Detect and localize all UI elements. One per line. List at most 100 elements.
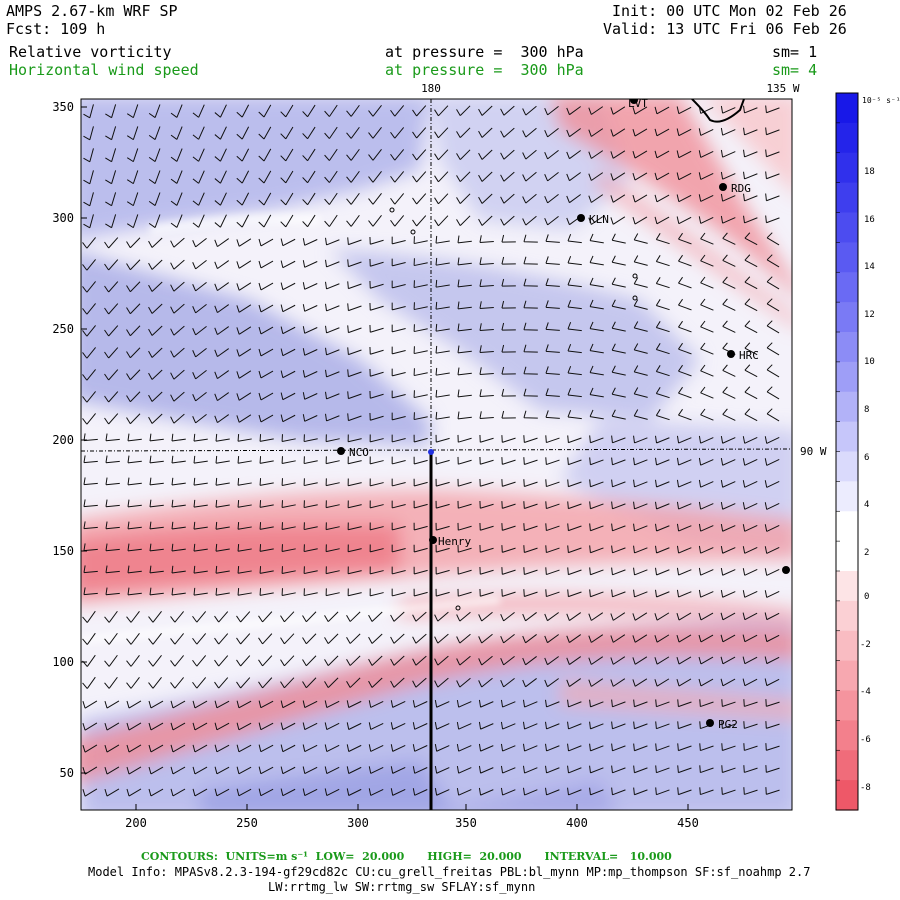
wind-barb bbox=[478, 677, 493, 688]
wind-barb bbox=[655, 699, 670, 708]
wind-barb bbox=[170, 192, 183, 206]
wind-barb bbox=[434, 788, 450, 796]
wind-barb bbox=[214, 744, 230, 753]
wind-barb bbox=[500, 721, 516, 730]
wind-barb bbox=[83, 126, 94, 141]
wind-barb bbox=[523, 457, 538, 465]
wind-barb bbox=[236, 126, 250, 140]
wind-barb bbox=[654, 106, 670, 115]
wind-barb bbox=[478, 215, 493, 226]
wind-barb bbox=[698, 589, 714, 598]
wind-barb bbox=[655, 255, 670, 267]
wind-barb bbox=[104, 676, 118, 689]
wind-barb bbox=[457, 411, 472, 420]
colorbar-label: 16 bbox=[864, 215, 875, 225]
wind-barb bbox=[500, 171, 515, 182]
wind-barb bbox=[457, 522, 472, 531]
wind-barb bbox=[192, 214, 205, 228]
wind-barb bbox=[655, 365, 670, 377]
x-tick-label: 300 bbox=[347, 816, 369, 830]
wind-barb bbox=[82, 369, 96, 381]
wind-barb bbox=[259, 434, 274, 442]
wind-barb bbox=[456, 611, 471, 622]
wind-barb bbox=[214, 214, 227, 228]
wind-barb bbox=[589, 409, 604, 420]
wind-barb bbox=[346, 611, 361, 622]
wind-barb bbox=[126, 192, 139, 207]
wind-barb bbox=[544, 149, 559, 160]
wind-barb bbox=[501, 501, 516, 509]
wind-barb bbox=[259, 544, 274, 552]
wind-barb bbox=[742, 436, 758, 444]
colorbar-band bbox=[836, 361, 858, 393]
wind-barb bbox=[744, 254, 758, 268]
wind-barb bbox=[369, 236, 384, 245]
wind-barb bbox=[699, 699, 714, 708]
wind-barb bbox=[126, 148, 139, 163]
wind-barb bbox=[127, 565, 142, 574]
wind-barb bbox=[237, 521, 252, 530]
wind-barb bbox=[236, 104, 250, 118]
wind-barb bbox=[567, 501, 582, 510]
wind-barb bbox=[347, 478, 362, 487]
wind-barb bbox=[105, 477, 120, 486]
wind-barb bbox=[676, 612, 692, 621]
wind-barb bbox=[412, 700, 428, 708]
wind-barb bbox=[567, 435, 582, 444]
wind-barb bbox=[126, 633, 140, 645]
wind-barb bbox=[259, 522, 274, 530]
wind-barb bbox=[720, 567, 736, 576]
wind-barb bbox=[413, 302, 428, 311]
wind-barb bbox=[346, 766, 362, 774]
wind-barb bbox=[610, 172, 626, 181]
wind-barb bbox=[413, 236, 428, 245]
wind-barb bbox=[236, 633, 251, 645]
wind-barb bbox=[611, 721, 626, 730]
wind-barb bbox=[214, 348, 230, 358]
wind-barb bbox=[766, 298, 780, 312]
wind-barb bbox=[633, 343, 648, 354]
wind-barb bbox=[500, 655, 515, 666]
wind-barb bbox=[434, 171, 449, 183]
wind-barb bbox=[678, 276, 692, 289]
wind-barb bbox=[435, 257, 450, 266]
wind-barb bbox=[302, 348, 318, 356]
wind-barb bbox=[236, 192, 250, 206]
wind-barb bbox=[126, 325, 141, 337]
wind-barb bbox=[611, 277, 626, 288]
wind-barb bbox=[764, 436, 780, 444]
colorbar: 10⁻⁵ s⁻¹ 18 16 14 12 10 8 6 4 2 0 -2 -4 … bbox=[835, 92, 900, 811]
wind-barb bbox=[346, 677, 361, 688]
wind-barb bbox=[324, 126, 338, 139]
wind-barb bbox=[654, 128, 670, 137]
wind-barb bbox=[567, 409, 582, 420]
wind-barb bbox=[765, 171, 780, 180]
wind-barb bbox=[765, 787, 780, 795]
wind-barb bbox=[236, 260, 252, 269]
wind-barb bbox=[588, 172, 604, 181]
wind-barb bbox=[500, 633, 515, 644]
wind-barb bbox=[127, 477, 142, 486]
wind-barb bbox=[192, 655, 207, 667]
wind-barb bbox=[743, 149, 758, 158]
wind-barb bbox=[347, 347, 362, 356]
wind-barb bbox=[766, 342, 780, 356]
wind-barb bbox=[214, 392, 230, 402]
wind-barb bbox=[633, 409, 648, 420]
wind-barb bbox=[544, 171, 559, 182]
wind-barb bbox=[633, 743, 648, 752]
wind-barb bbox=[148, 237, 163, 248]
wind-barb bbox=[766, 276, 780, 290]
wind-barb bbox=[170, 611, 184, 623]
wind-barb bbox=[676, 479, 692, 488]
wind-barb bbox=[324, 192, 338, 205]
station-rdg-label: RDG bbox=[731, 182, 751, 195]
station-lvt-label: LVT bbox=[628, 97, 648, 110]
wind-barb bbox=[347, 325, 362, 334]
wind-barb bbox=[611, 501, 626, 510]
wind-barb bbox=[413, 324, 428, 333]
wind-barb bbox=[149, 543, 164, 552]
axis-ticks bbox=[81, 106, 689, 810]
wind-barb bbox=[126, 126, 139, 141]
wind-barb bbox=[676, 567, 692, 576]
